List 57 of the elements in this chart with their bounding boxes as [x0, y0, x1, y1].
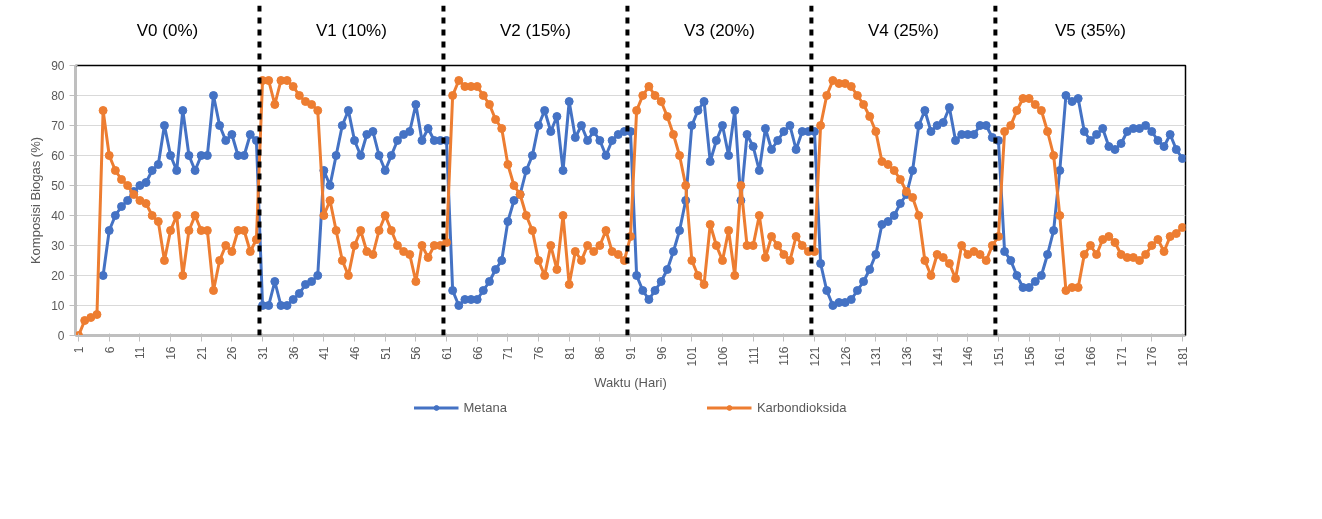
x-tick-label: 71 — [501, 346, 516, 360]
x-tick-label: 6 — [102, 346, 117, 354]
x-tick-label: 166 — [1083, 346, 1098, 367]
x-tick-label: 126 — [838, 346, 853, 367]
x-tick-label: 16 — [164, 346, 179, 360]
x-tick-label: 46 — [348, 346, 363, 360]
x-tick-label: 181 — [1175, 346, 1190, 367]
x-tick-label: 176 — [1145, 346, 1160, 367]
text: V5 (35%) — [1055, 20, 1126, 40]
x-tick-label: 86 — [593, 346, 608, 360]
x-tick-label: 151 — [991, 346, 1006, 367]
x-tick-label: 101 — [685, 346, 700, 367]
x-tick-label: 41 — [317, 346, 332, 360]
x-tick-label: 146 — [961, 346, 976, 367]
text: V0 (0%) — [136, 20, 199, 40]
text: V3 (20%) — [683, 20, 755, 40]
x-tick-label: 61 — [440, 346, 455, 360]
x-tick-label: 56 — [409, 346, 424, 360]
x-tick-label: 36 — [286, 346, 301, 360]
y-tick-label: 50 — [51, 179, 65, 193]
y-tick-label: 40 — [51, 209, 65, 223]
y-tick-label: 60 — [51, 149, 65, 163]
x-tick-label: 81 — [562, 346, 577, 360]
x-tick-label: 116 — [777, 346, 792, 366]
x-tick-label: 136 — [899, 346, 914, 367]
x-tick-label: 11 — [133, 346, 148, 359]
x-tick-label: 26 — [225, 346, 240, 360]
legend-label: Metana — [463, 399, 507, 415]
x-tick-label: 156 — [1022, 346, 1037, 367]
legend-label: Karbondioksida — [756, 399, 847, 415]
y-axis-title: Komposisi Biogas (%) — [28, 136, 44, 265]
x-tick-label: 111 — [746, 346, 761, 365]
x-tick-label: 76 — [532, 346, 547, 360]
x-tick-label: 171 — [1114, 346, 1129, 367]
y-tick-label: 90 — [51, 59, 65, 73]
x-tick-label: 106 — [715, 346, 730, 367]
y-tick-label: 20 — [51, 269, 65, 283]
x-axis-title: Waktu (Hari) — [594, 374, 667, 390]
x-tick-label: 1 — [72, 346, 87, 354]
y-tick-label: 0 — [57, 329, 65, 343]
x-tick-label: 121 — [807, 346, 822, 367]
y-tick-label: 80 — [51, 89, 65, 103]
x-tick-label: 66 — [470, 346, 485, 360]
x-tick-label: 161 — [1053, 346, 1068, 367]
x-tick-label: 31 — [256, 346, 271, 360]
x-tick-label: 91 — [624, 346, 638, 360]
x-tick-label: 96 — [654, 346, 669, 360]
text: V2 (15%) — [500, 20, 571, 40]
text: V1 (10%) — [316, 20, 387, 40]
y-tick-label: 70 — [51, 119, 65, 133]
y-tick-label: 10 — [51, 299, 65, 313]
y-tick-label: 30 — [51, 239, 65, 253]
text: V4 (25%) — [867, 20, 939, 40]
x-tick-label: 131 — [869, 346, 884, 367]
x-tick-label: 21 — [194, 346, 209, 360]
x-tick-label: 141 — [930, 346, 945, 367]
x-tick-label: 51 — [378, 346, 393, 360]
